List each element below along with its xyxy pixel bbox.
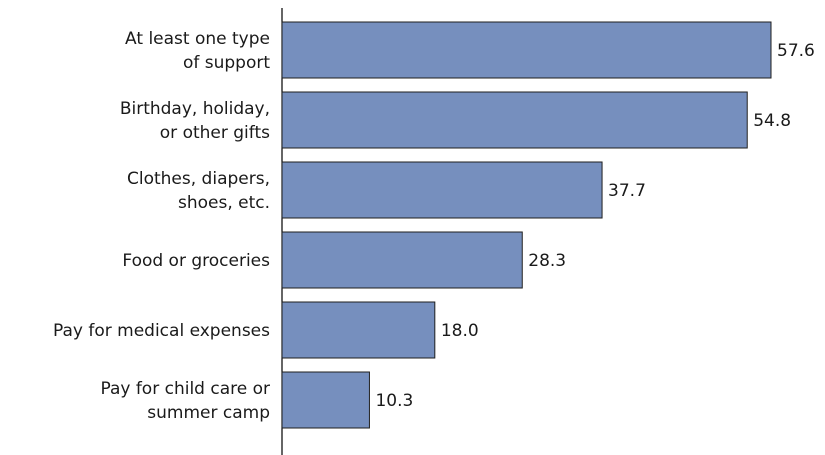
value-label-0: 57.6: [777, 41, 815, 61]
value-label-2: 37.7: [608, 181, 646, 201]
category-label-3: Food or groceries: [122, 251, 270, 271]
category-label-1: Birthday, holiday, or other gifts: [120, 99, 270, 143]
category-labels-group: At least one type of support Birthday, hol…: [53, 29, 270, 423]
bar-5: [281, 371, 370, 429]
bar-0: [281, 21, 772, 79]
value-label-4: 18.0: [441, 321, 479, 341]
category-label-5: Pay for child care or summer camp: [100, 379, 270, 423]
bars-group: [281, 21, 772, 429]
category-label-0: At least one type of support: [125, 29, 270, 73]
bar-4: [281, 301, 436, 359]
category-label-4: Pay for medical expenses: [53, 321, 270, 341]
bar-1: [281, 91, 748, 149]
category-label-2: Clothes, diapers, shoes, etc.: [127, 169, 270, 213]
bar-2: [281, 161, 603, 219]
bar-3: [281, 231, 523, 289]
value-label-3: 28.3: [528, 251, 566, 271]
value-label-5: 10.3: [375, 391, 413, 411]
value-label-1: 54.8: [753, 111, 791, 131]
value-labels-group: 57.6 54.8 37.7 28.3 18.0 10.3: [375, 41, 814, 411]
